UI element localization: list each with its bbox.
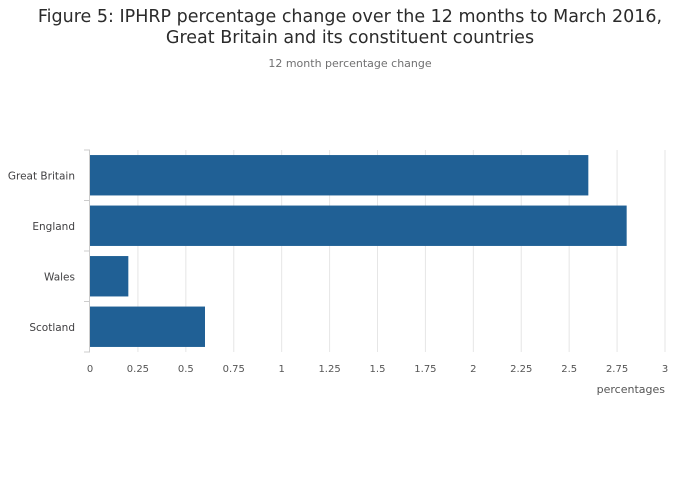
chart-title-line-1: Figure 5: IPHRP percentage change over t… bbox=[37, 7, 663, 27]
x-tick-label: 1.75 bbox=[414, 364, 436, 375]
y-category-label: Wales bbox=[44, 271, 75, 283]
x-tick-label: 2.25 bbox=[510, 364, 532, 375]
chart-title: Figure 5: IPHRP percentage change over t… bbox=[0, 7, 700, 49]
x-tick-label: 0.5 bbox=[178, 364, 194, 375]
x-axis-title: percentages bbox=[597, 383, 666, 396]
bar bbox=[90, 306, 205, 347]
x-tick-label: 3 bbox=[662, 364, 668, 375]
bars bbox=[90, 155, 627, 347]
y-category-label: Great Britain bbox=[8, 170, 75, 182]
x-tick-label: 1.5 bbox=[370, 364, 386, 375]
axes bbox=[84, 149, 90, 353]
x-tick-label: 1.25 bbox=[318, 364, 340, 375]
x-tick-label: 2.5 bbox=[561, 364, 577, 375]
y-category-label: England bbox=[32, 221, 75, 233]
y-category-label: Scotland bbox=[29, 322, 75, 334]
x-tick-label: 2.75 bbox=[606, 364, 628, 375]
bar bbox=[90, 256, 129, 297]
x-tick-label: 0.25 bbox=[127, 364, 149, 375]
x-tick-label: 0 bbox=[87, 364, 93, 375]
bar bbox=[90, 155, 589, 196]
labels: 0 0.25 0.5 0.75 1 1.25 1.5 1.75 2 2.25 2.5 2.75 3 Gre… bbox=[8, 170, 668, 396]
x-tick-label: 1 bbox=[278, 364, 284, 375]
x-tick-label: 0.75 bbox=[223, 364, 245, 375]
chart-subtitle: 12 month percentage change bbox=[268, 57, 432, 70]
bar bbox=[90, 205, 627, 246]
x-tick-label: 2 bbox=[470, 364, 476, 375]
chart-title-line-2: Great Britain and its constituent countr… bbox=[165, 28, 535, 48]
